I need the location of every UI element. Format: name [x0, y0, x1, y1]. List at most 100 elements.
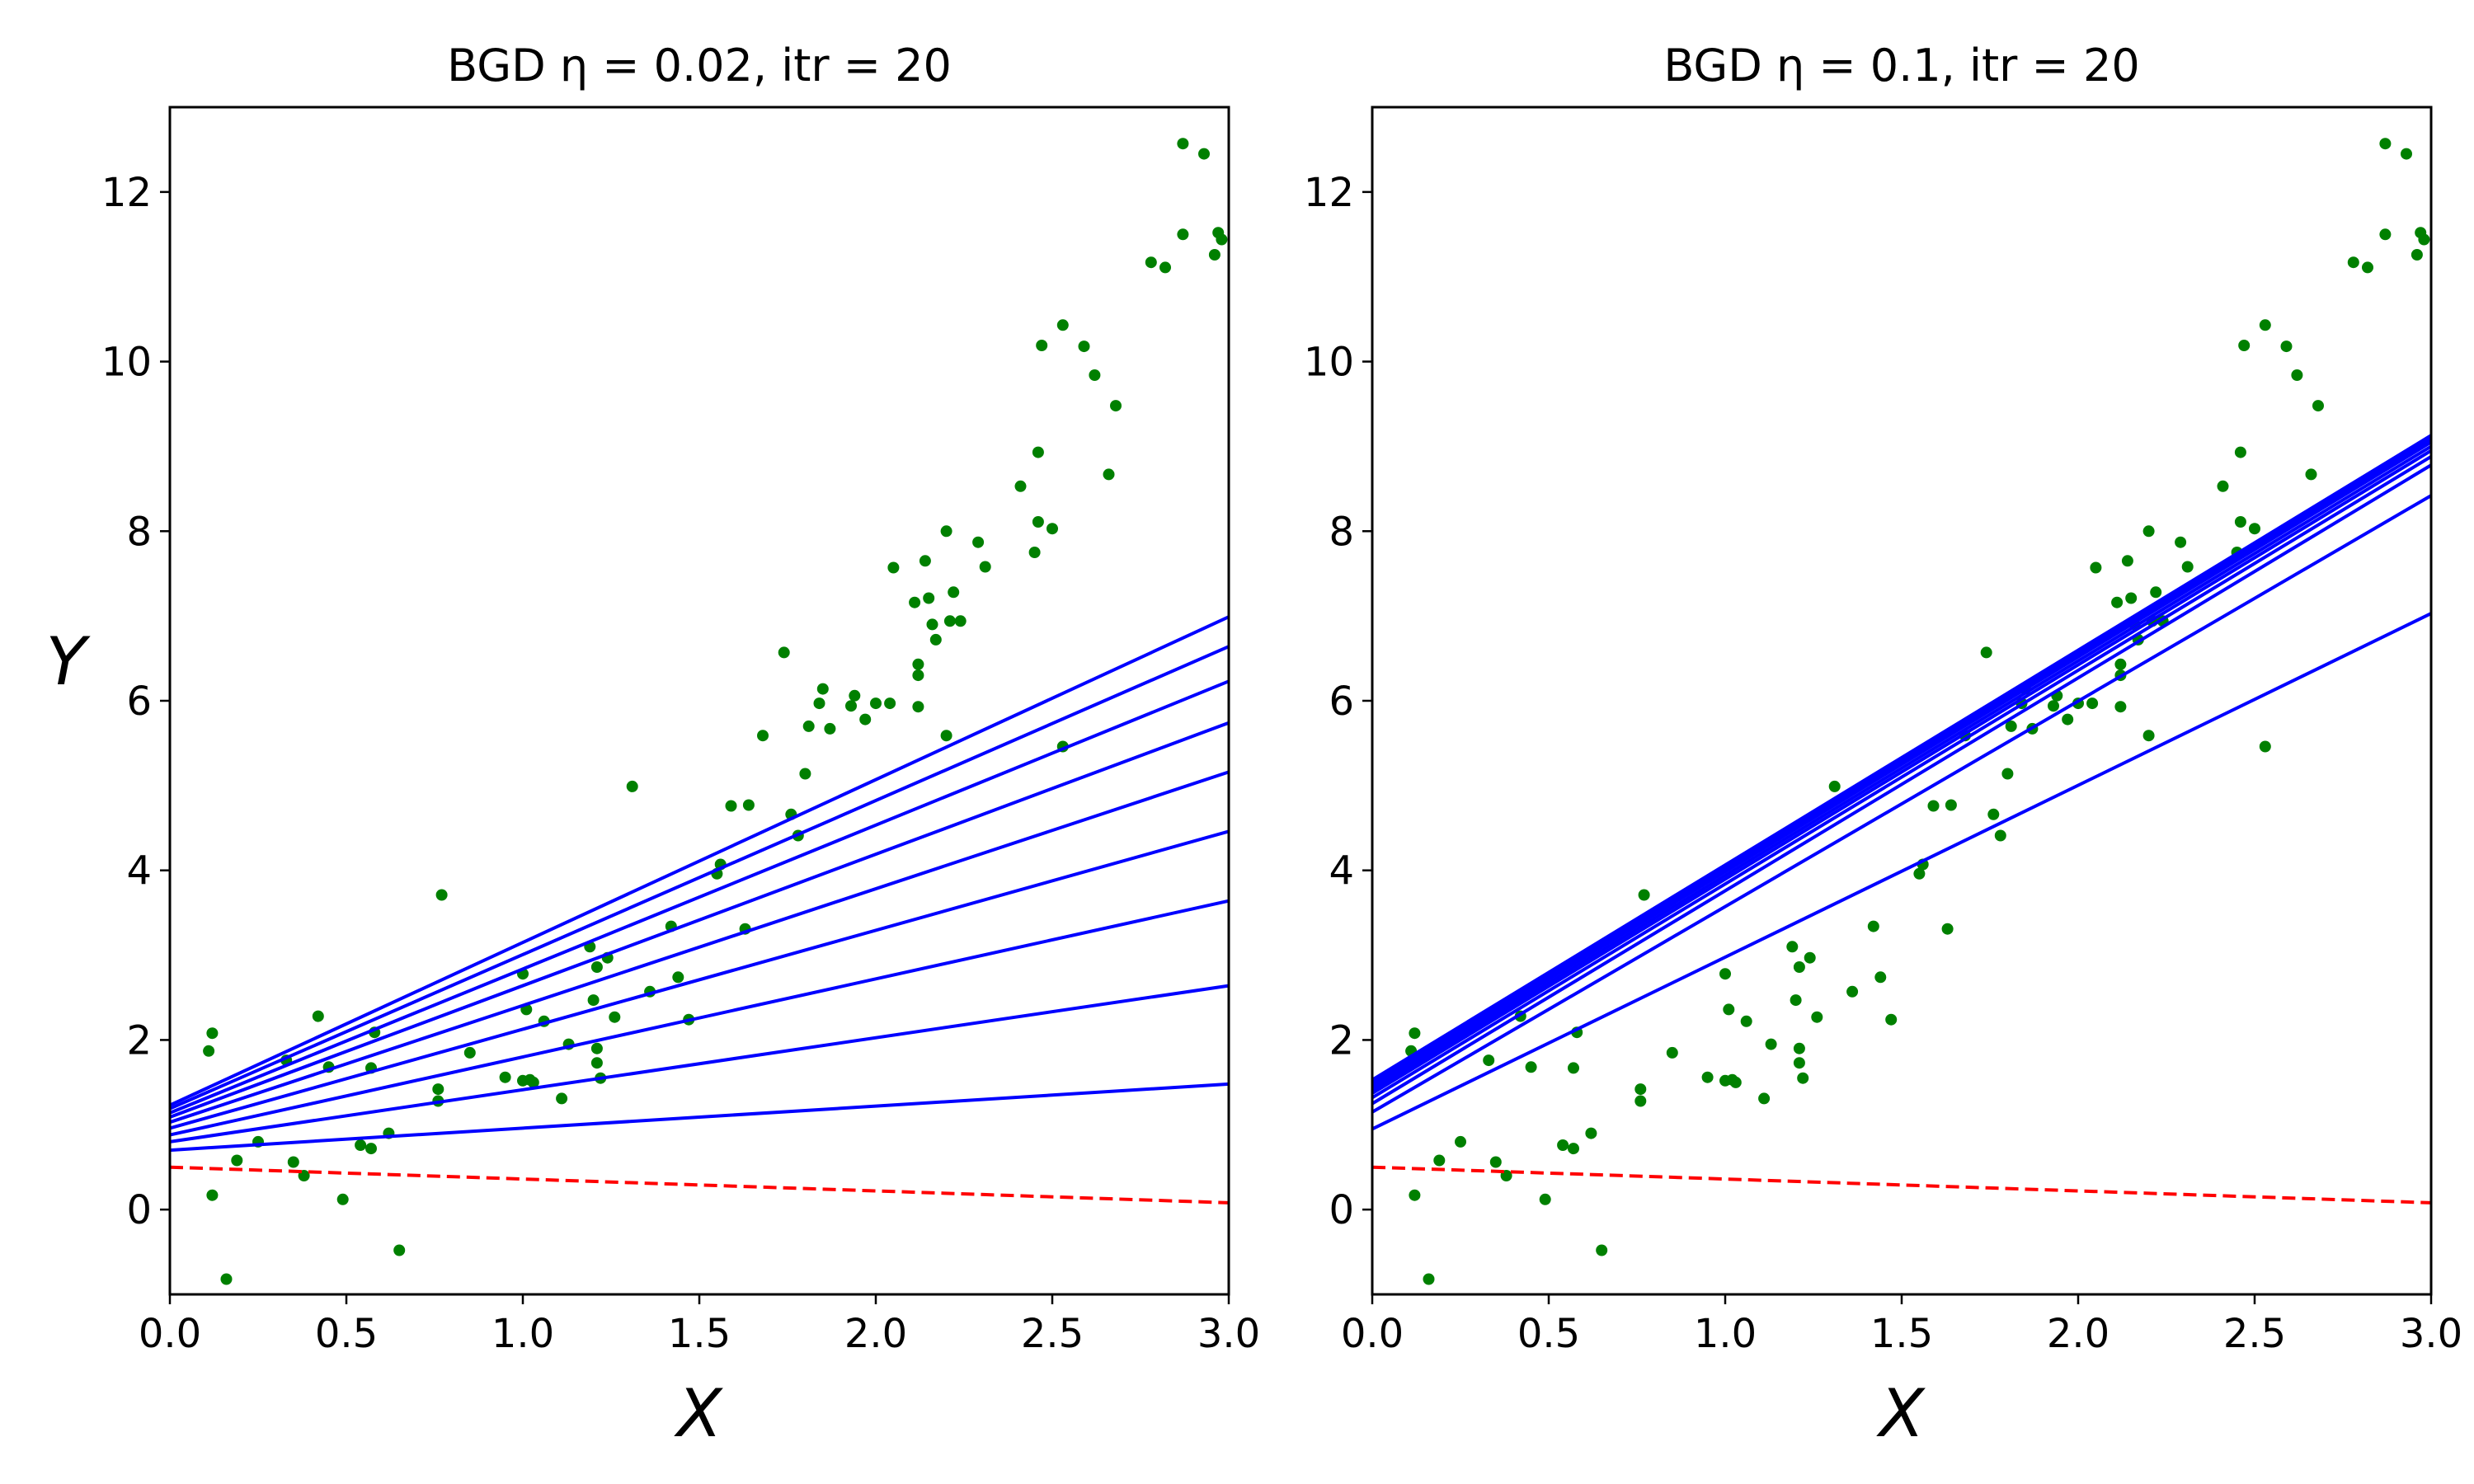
- fit-line-6: [1371, 444, 2433, 1092]
- data-point: [1028, 547, 1041, 558]
- data-point: [940, 525, 952, 538]
- data-point: [742, 799, 755, 811]
- data-point: [1110, 400, 1122, 412]
- data-point: [954, 615, 967, 627]
- data-point: [1409, 1027, 1421, 1040]
- data-point: [1145, 256, 1157, 269]
- data-point: [1596, 1244, 1608, 1256]
- fit-line-6: [169, 721, 1230, 1119]
- data-point: [203, 1045, 215, 1057]
- data-point: [919, 555, 931, 567]
- data-point: [1423, 1273, 1435, 1285]
- data-point: [1568, 1062, 1579, 1074]
- data-point: [2379, 228, 2392, 241]
- data-point: [1539, 1193, 1551, 1205]
- data-point: [725, 800, 737, 812]
- data-point: [1867, 920, 1879, 932]
- fit-line-2: [1371, 494, 2433, 1114]
- data-point: [1828, 780, 1841, 792]
- data-point: [206, 1027, 219, 1040]
- data-point: [1701, 1071, 1714, 1083]
- data-point: [887, 561, 900, 574]
- data-point: [609, 1011, 621, 1023]
- data-point: [463, 1046, 476, 1059]
- x-tick-label: 0.5: [1517, 1311, 1580, 1357]
- data-point: [940, 730, 952, 742]
- x-tick-label: 3.0: [2400, 1311, 2462, 1357]
- data-point: [2379, 138, 2392, 150]
- left-x-axis-label: X: [674, 1375, 724, 1452]
- fit-line-4: [169, 829, 1230, 1130]
- right-x-axis-label: X: [1876, 1375, 1926, 1452]
- data-point: [943, 615, 956, 627]
- data-point: [2347, 256, 2359, 269]
- fit-line-8: [1371, 437, 2433, 1085]
- data-point: [2005, 720, 2017, 732]
- data-point: [2142, 730, 2155, 742]
- data-point: [2291, 369, 2303, 381]
- data-point: [2280, 340, 2293, 353]
- x-tick-label: 2.0: [844, 1311, 907, 1357]
- fit-line-4: [1371, 455, 2433, 1100]
- data-point: [1585, 1127, 1597, 1139]
- data-point: [929, 633, 942, 646]
- data-point: [1846, 985, 1859, 998]
- data-point: [587, 994, 600, 1007]
- data-point: [1159, 261, 1171, 274]
- data-point: [1198, 148, 1210, 160]
- x-tick-label: 0.5: [315, 1311, 378, 1357]
- data-point: [2114, 701, 2127, 713]
- data-point: [1036, 340, 1048, 351]
- data-point: [2217, 480, 2229, 492]
- data-point: [1804, 951, 1816, 964]
- data-point: [1994, 829, 2006, 842]
- data-point: [1409, 1189, 1421, 1201]
- data-point: [2062, 713, 2074, 726]
- data-point: [2150, 586, 2162, 599]
- data-point: [287, 1156, 299, 1168]
- data-point: [2086, 697, 2099, 710]
- data-point: [2411, 249, 2423, 261]
- data-point: [1568, 1143, 1579, 1155]
- x-tick-label: 1.0: [1694, 1311, 1757, 1357]
- data-point: [556, 1092, 568, 1105]
- data-point: [912, 669, 924, 682]
- data-point: [1638, 889, 1650, 901]
- data-point: [849, 689, 861, 702]
- data-point: [1525, 1061, 1537, 1073]
- y-tick-label: 10: [1304, 340, 1354, 386]
- data-point: [336, 1193, 349, 1205]
- data-point: [1032, 446, 1044, 458]
- fit-line-9: [1371, 434, 2433, 1082]
- data-point: [2259, 740, 2271, 753]
- y-tick-label: 0: [1329, 1187, 1354, 1233]
- data-point: [979, 561, 991, 573]
- data-point: [1489, 1156, 1502, 1168]
- y-tick-label: 8: [126, 509, 152, 555]
- data-point: [1056, 319, 1069, 331]
- y-tick-label: 6: [1329, 679, 1354, 725]
- data-point: [2048, 700, 2059, 712]
- data-point: [813, 697, 825, 710]
- data-point: [2001, 768, 2014, 780]
- data-point: [393, 1244, 406, 1256]
- data-point: [527, 1076, 539, 1088]
- data-point: [1483, 1054, 1495, 1067]
- y-tick-label: 4: [1329, 848, 1354, 895]
- y-tick-label: 10: [101, 340, 152, 386]
- data-point: [312, 1010, 324, 1022]
- data-point: [626, 780, 638, 792]
- data-point: [2111, 596, 2124, 608]
- data-point: [824, 722, 836, 735]
- data-point: [1786, 941, 1799, 953]
- data-point: [1455, 1135, 1466, 1148]
- data-point: [926, 618, 938, 631]
- data-point: [220, 1273, 233, 1285]
- right-chart-marks: [1371, 138, 2433, 1285]
- data-point: [1793, 961, 1805, 973]
- data-point: [912, 701, 924, 713]
- data-point: [2121, 555, 2133, 567]
- data-point: [909, 596, 921, 608]
- right-chart-title: BGD η = 0.1, itr = 20: [1663, 40, 2139, 92]
